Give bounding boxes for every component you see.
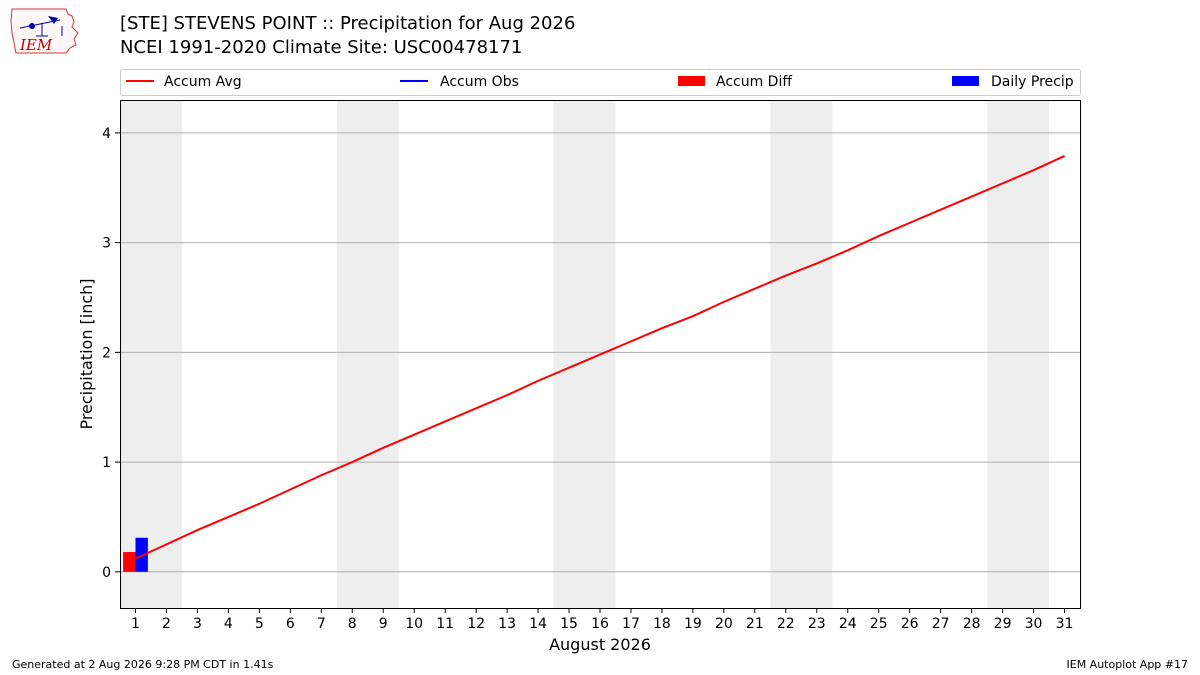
logo-text: IEM xyxy=(19,36,53,54)
iem-logo-icon: IEM xyxy=(10,8,79,54)
x-tick-label: 31 xyxy=(1056,616,1074,632)
legend-label-daily-precip: Daily Precip xyxy=(991,74,1074,90)
x-axis-label: August 2026 xyxy=(549,635,651,654)
x-tick-label: 8 xyxy=(348,616,357,632)
x-tick-label: 14 xyxy=(529,616,547,632)
x-tick-label: 20 xyxy=(715,616,733,632)
line-accum-avg xyxy=(135,155,1065,560)
x-tick-label: 12 xyxy=(467,616,485,632)
x-tick-label: 25 xyxy=(870,616,888,632)
x-axis: 1 2 3 4 5 6 7 8 9 10 11 12 13 14 15 16 17 18 19 20 21 22 23 24 2… xyxy=(131,608,1073,632)
weekend-band xyxy=(120,100,182,608)
x-tick-label: 11 xyxy=(436,616,454,632)
x-tick-label: 22 xyxy=(777,616,795,632)
chart-title: [STE] STEVENS POINT :: Precipitation for… xyxy=(120,13,576,34)
x-tick-label: 1 xyxy=(131,616,140,632)
x-tick-label: 6 xyxy=(286,616,295,632)
x-tick-label: 10 xyxy=(405,616,423,632)
y-tick-label: 3 xyxy=(102,236,111,252)
x-tick-label: 16 xyxy=(591,616,609,632)
legend-label-accum-avg: Accum Avg xyxy=(164,74,242,90)
x-tick-label: 2 xyxy=(162,616,171,632)
legend-swatch-accum-diff xyxy=(678,76,705,86)
x-tick-label: 17 xyxy=(622,616,640,632)
generated-timestamp: Generated at 2 Aug 2026 9:28 PM CDT in 1… xyxy=(12,658,274,671)
x-tick-label: 23 xyxy=(808,616,826,632)
app-label: IEM Autoplot App #17 xyxy=(1066,658,1189,671)
bar-accum-diff xyxy=(123,552,136,572)
weekend-shading xyxy=(120,100,1050,608)
x-tick-label: 15 xyxy=(560,616,578,632)
x-tick-label: 18 xyxy=(653,616,671,632)
legend-label-accum-diff: Accum Diff xyxy=(716,74,792,90)
x-tick-label: 29 xyxy=(994,616,1012,632)
x-tick-label: 5 xyxy=(255,616,264,632)
legend: Accum Avg Accum Obs Accum Diff Daily Pre… xyxy=(120,69,1081,96)
weekend-band xyxy=(553,100,616,608)
y-axis: 0 1 2 3 4 xyxy=(102,126,120,581)
legend-label-accum-obs: Accum Obs xyxy=(440,74,519,90)
weekend-band xyxy=(770,100,833,608)
line-series xyxy=(135,155,1065,560)
x-tick-label: 3 xyxy=(193,616,202,632)
x-tick-label: 13 xyxy=(498,616,516,632)
x-tick-label: 21 xyxy=(746,616,764,632)
x-tick-label: 19 xyxy=(684,616,702,632)
x-tick-label: 9 xyxy=(379,616,388,632)
x-tick-label: 30 xyxy=(1025,616,1043,632)
legend-box xyxy=(120,69,1081,96)
y-tick-label: 0 xyxy=(102,565,111,581)
legend-swatch-daily-precip xyxy=(952,76,979,86)
x-tick-label: 26 xyxy=(901,616,919,632)
y-tick-label: 1 xyxy=(102,455,111,471)
y-axis-label: Precipitation [inch] xyxy=(77,278,96,429)
x-tick-label: 7 xyxy=(317,616,326,632)
x-tick-label: 27 xyxy=(932,616,950,632)
y-tick-label: 4 xyxy=(102,126,111,142)
x-tick-label: 24 xyxy=(839,616,857,632)
x-tick-label: 4 xyxy=(224,616,233,632)
chart-subtitle: NCEI 1991-2020 Climate Site: USC00478171 xyxy=(120,37,523,58)
grid-lines xyxy=(120,132,1080,573)
y-tick-label: 2 xyxy=(102,345,111,361)
weekend-band xyxy=(336,100,399,608)
x-tick-label: 28 xyxy=(963,616,981,632)
